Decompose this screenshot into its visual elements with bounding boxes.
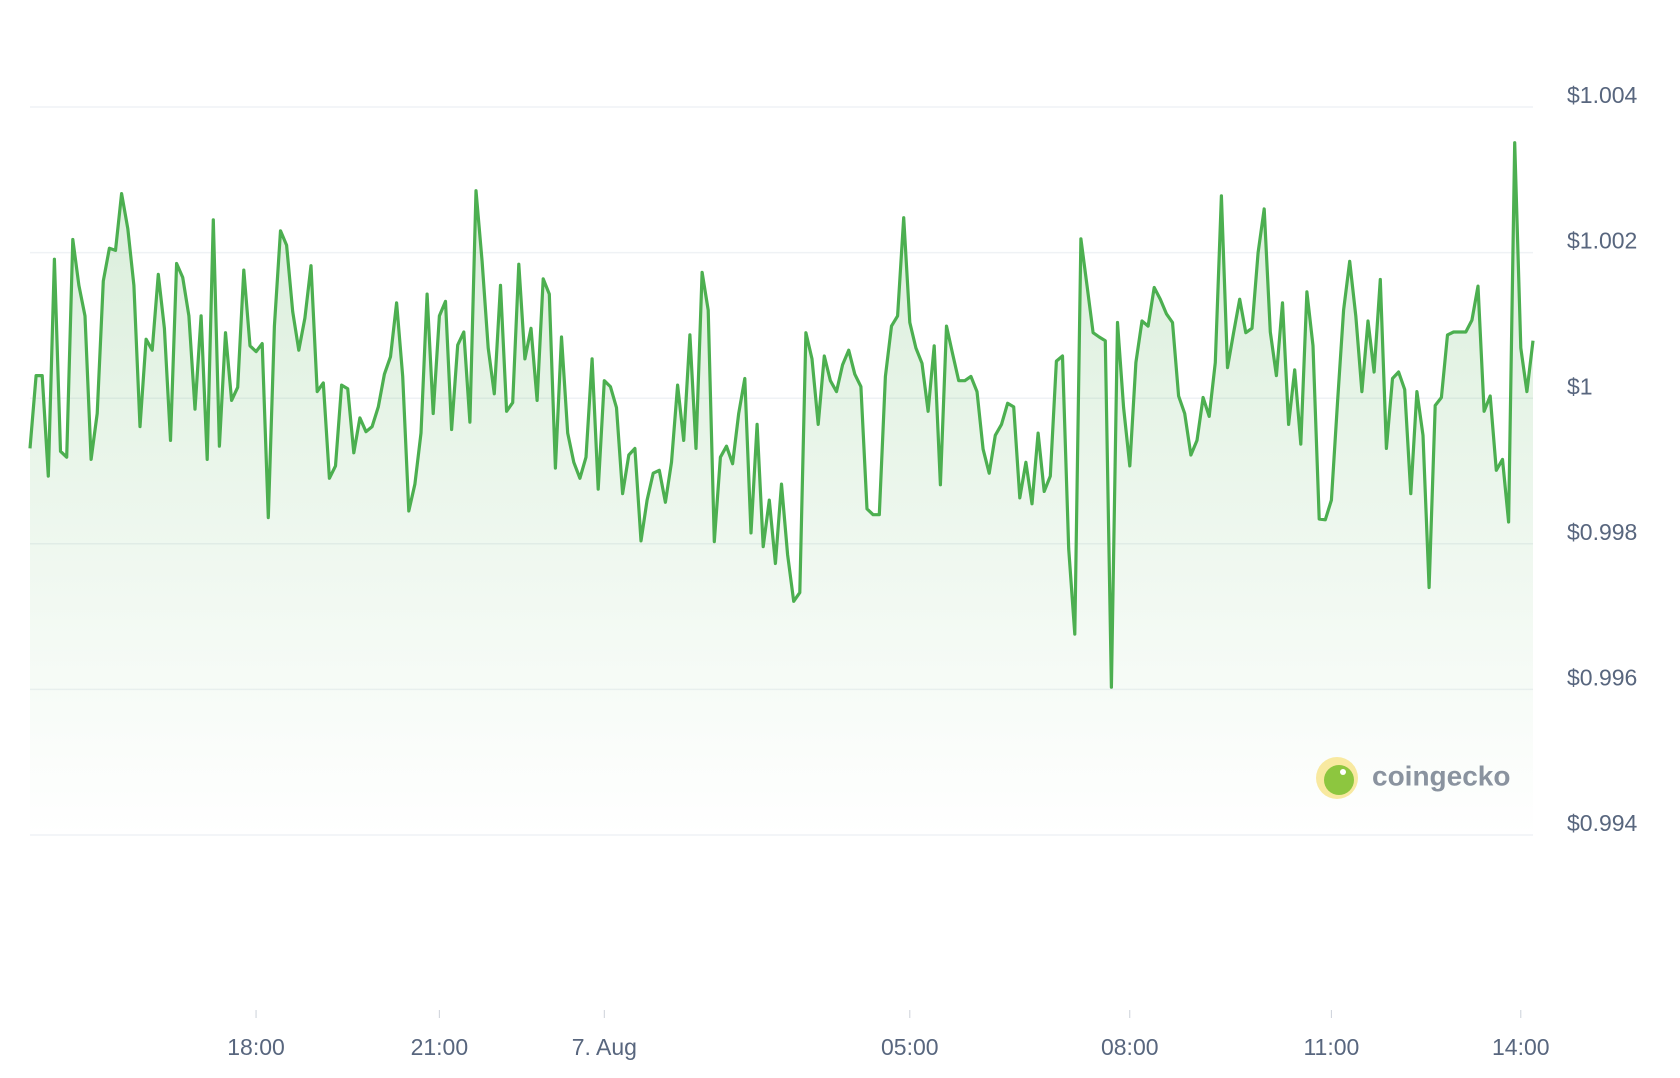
- x-tick-label: 7. Aug: [572, 1034, 637, 1060]
- x-tick-label: 21:00: [411, 1034, 469, 1060]
- x-tick-label: 11:00: [1303, 1034, 1359, 1060]
- x-tick-label: 14:00: [1492, 1034, 1550, 1060]
- y-tick-label: $0.996: [1567, 664, 1637, 690]
- x-tick-label: 18:00: [227, 1034, 285, 1060]
- y-tick-label: $1: [1567, 373, 1593, 399]
- x-tick-label: 08:00: [1101, 1034, 1159, 1060]
- price-line: [28, 141, 1535, 689]
- watermark-text: coingecko: [1372, 760, 1510, 791]
- y-tick-label: $0.994: [1567, 810, 1638, 836]
- watermark: coingecko: [1316, 757, 1510, 799]
- y-tick-label: $1.004: [1567, 82, 1638, 108]
- y-tick-label: $1.002: [1567, 228, 1637, 254]
- y-tick-label: $0.998: [1567, 519, 1637, 545]
- x-tick-label: 05:00: [881, 1034, 939, 1060]
